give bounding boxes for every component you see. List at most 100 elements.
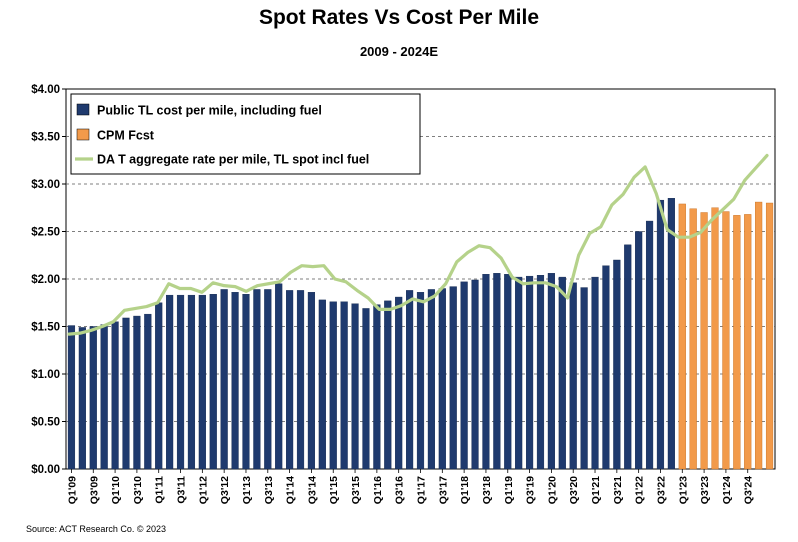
y-tick-label: $3.00 — [31, 179, 60, 191]
bar — [744, 214, 752, 470]
bar — [416, 292, 425, 470]
bar — [624, 244, 632, 470]
x-tick-label: Q1'14 — [285, 476, 297, 504]
bar — [558, 276, 566, 470]
bar — [122, 317, 130, 470]
legend-box — [70, 93, 421, 175]
chart-subtitle: 2009 - 2024E — [359, 44, 439, 59]
bar — [264, 289, 272, 470]
bar — [449, 286, 457, 470]
bar — [427, 289, 435, 470]
bar — [187, 294, 196, 470]
bar — [645, 220, 654, 470]
bar — [504, 274, 512, 470]
bar — [166, 294, 174, 470]
bar — [296, 290, 305, 470]
bar — [111, 321, 119, 470]
x-tick-label: Q3'16 — [394, 476, 406, 504]
bar — [438, 288, 446, 470]
x-tick-label: Q1'19 — [503, 476, 515, 504]
x-tick-label: Q1'20 — [546, 476, 558, 504]
bar — [406, 290, 414, 470]
x-tick-label: Q3'24 — [743, 476, 755, 504]
x-tick-label: Q1'23 — [677, 476, 689, 504]
bar — [656, 199, 665, 470]
bar — [67, 325, 76, 470]
legend-label: Public TL cost per mile, including fuel — [97, 104, 322, 118]
x-tick-label: Q3'22 — [655, 476, 667, 504]
x-tick-label: Q1'09 — [66, 476, 78, 504]
bar — [362, 308, 370, 470]
bar — [155, 302, 163, 470]
bar — [395, 296, 403, 470]
bar — [722, 211, 730, 470]
source-note: Source: ACT Research Co. © 2023 — [26, 524, 167, 534]
bar — [471, 279, 479, 470]
chart-title: Spot Rates Vs Cost Per Mile — [258, 6, 540, 29]
x-tick-label: Q1'13 — [241, 476, 253, 504]
bar — [733, 215, 741, 470]
bar — [591, 276, 599, 470]
bar — [689, 208, 697, 470]
bar — [525, 275, 534, 470]
bar — [635, 231, 643, 470]
series-line — [67, 153, 769, 336]
bar — [711, 207, 719, 470]
x-tick-label: Q3'10 — [132, 476, 144, 504]
y-tick-label: $0.50 — [31, 417, 60, 429]
bar — [547, 273, 555, 470]
bar — [100, 324, 108, 470]
x-tick-label: Q3'09 — [88, 476, 100, 504]
bar — [678, 203, 686, 470]
bar — [307, 292, 316, 470]
x-tick-label: Q3'12 — [219, 476, 231, 504]
bar — [275, 283, 283, 470]
bar — [700, 212, 708, 470]
x-tick-label: Q1'22 — [634, 476, 646, 504]
x-tick-label: Q1'17 — [416, 476, 428, 504]
bar — [580, 287, 588, 470]
bar — [482, 274, 490, 470]
x-tick-label: Q3'14 — [306, 476, 318, 504]
y-tick-label: $4.00 — [31, 84, 60, 96]
bar — [198, 294, 206, 470]
bar — [569, 282, 577, 470]
bar — [78, 327, 86, 470]
x-tick-label: Q3'19 — [525, 476, 537, 504]
bar — [220, 289, 228, 470]
x-tick-label: Q1'12 — [197, 476, 209, 504]
bar — [340, 301, 348, 470]
bar — [515, 276, 523, 470]
x-tick-label: Q3'17 — [437, 476, 449, 504]
bar — [133, 315, 141, 470]
bar — [89, 326, 97, 470]
bar — [765, 202, 774, 470]
bar — [460, 281, 468, 470]
y-tick-label: $1.00 — [31, 369, 60, 381]
x-tick-label: Q3'15 — [350, 476, 362, 504]
bar — [329, 301, 337, 470]
x-tick-label: Q3'11 — [176, 476, 188, 504]
x-tick-label: Q1'10 — [110, 476, 122, 504]
x-tick-label: Q1'21 — [590, 476, 602, 504]
x-tick-label: Q1'16 — [372, 476, 384, 504]
x-tick-label: Q3'18 — [481, 476, 493, 504]
bar — [373, 304, 381, 470]
legend-label: DA T aggregate rate per mile, TL spot in… — [97, 153, 369, 167]
legend-swatch — [76, 103, 90, 116]
bar — [602, 265, 610, 470]
bar — [176, 294, 185, 470]
bar — [286, 290, 294, 470]
bar — [613, 259, 621, 470]
x-tick-label: Q1'15 — [328, 476, 340, 504]
bar — [667, 198, 675, 470]
bar — [384, 300, 392, 470]
x-tick-label: Q3'23 — [699, 476, 711, 504]
y-tick-label: $0.00 — [31, 464, 60, 476]
x-tick-label: Q3'13 — [263, 476, 275, 504]
y-tick-label: $1.50 — [31, 322, 60, 334]
x-tick-label: Q1'11 — [154, 476, 166, 504]
y-tick-label: $2.00 — [31, 274, 60, 286]
